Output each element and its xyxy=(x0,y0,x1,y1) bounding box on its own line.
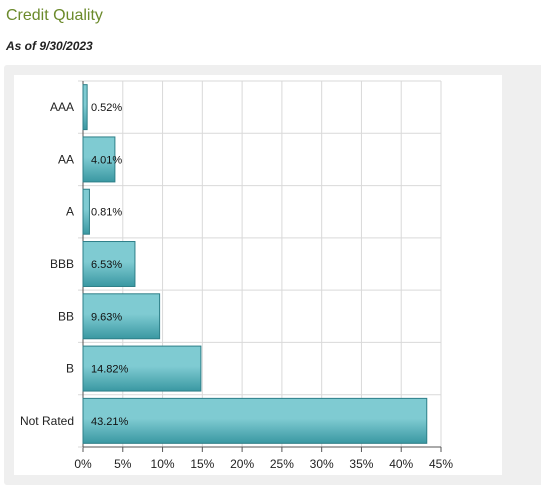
page-title: Credit Quality xyxy=(6,7,103,24)
value-label: 14.82% xyxy=(91,364,129,376)
bar-a xyxy=(82,188,90,235)
bar-bb xyxy=(82,293,161,340)
x-tick-label: 35% xyxy=(349,457,373,471)
category-label: AAA xyxy=(50,100,74,114)
value-label: 6.53% xyxy=(91,259,122,271)
value-label: 0.81% xyxy=(91,207,122,219)
as-of-date: As of 9/30/2023 xyxy=(6,39,93,53)
category-label: A xyxy=(66,205,74,219)
bar-b xyxy=(82,345,202,392)
labels: 0% 5% 10% 15% 20% 25% 30% 35% 40% 45% AAA 0.52% AA 4.… xyxy=(20,100,453,471)
bars xyxy=(82,84,428,444)
x-tick-label: 10% xyxy=(151,457,175,471)
x-tick-label: 5% xyxy=(114,457,132,471)
x-tick-label: 40% xyxy=(389,457,413,471)
x-tick-label: 30% xyxy=(310,457,334,471)
x-tick-label: 45% xyxy=(429,457,453,471)
category-label: BBB xyxy=(50,257,74,271)
x-tick-label: 25% xyxy=(270,457,294,471)
value-label: 0.52% xyxy=(91,102,122,114)
category-label: B xyxy=(66,362,74,376)
category-label: AA xyxy=(58,152,74,166)
bar-aa xyxy=(82,136,116,183)
x-tick-label: 15% xyxy=(190,457,214,471)
value-label: 43.21% xyxy=(91,416,129,428)
bar-bbb xyxy=(82,241,136,287)
category-label: Not Rated xyxy=(20,414,74,428)
x-tick-label: 20% xyxy=(230,457,254,471)
value-label: 4.01% xyxy=(91,154,122,166)
value-label: 9.63% xyxy=(91,311,122,323)
x-tick-label: 0% xyxy=(74,457,92,471)
bar-not-rated xyxy=(82,397,428,444)
bar-aaa xyxy=(82,84,88,131)
category-label: BB xyxy=(58,309,74,323)
